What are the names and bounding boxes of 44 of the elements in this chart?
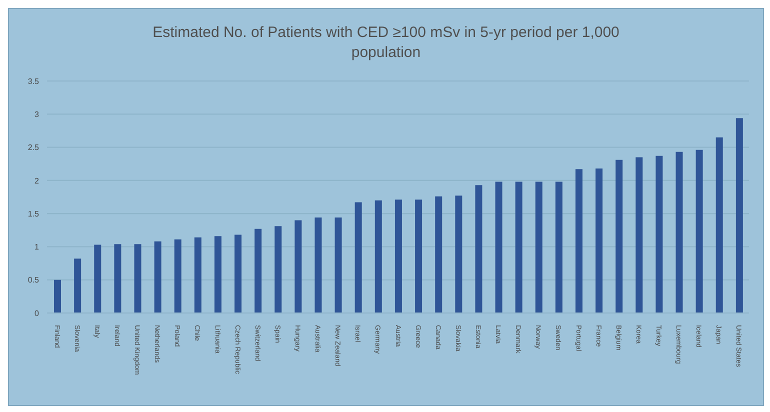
bar (174, 239, 182, 313)
bar (274, 226, 282, 313)
bar (636, 157, 643, 313)
bar (134, 244, 142, 313)
bar (214, 236, 222, 313)
bar (234, 234, 242, 313)
bar (194, 237, 202, 313)
bar (555, 182, 562, 313)
y-tick-label: 2.5 (28, 143, 40, 152)
chart-title: Estimated No. of Patients with CED ≥100 mSv in 5-yr period per 1,000 population (152, 23, 620, 63)
y-tick-label: 1.5 (28, 209, 40, 218)
bar (114, 244, 122, 313)
bar (94, 244, 102, 313)
bar (736, 118, 743, 313)
bar (535, 182, 542, 313)
y-tick-label: 3 (34, 110, 40, 119)
bar (575, 169, 582, 313)
bar (495, 182, 502, 313)
y-tick-label: 0.5 (28, 276, 40, 285)
y-tick-label: 0 (34, 308, 40, 318)
y-tick-label: 3.5 (28, 76, 40, 86)
y-tick-label: 1 (34, 242, 40, 252)
bar (294, 220, 302, 313)
bar (74, 258, 82, 313)
bar (515, 182, 522, 313)
bar (314, 218, 322, 313)
bar (374, 200, 382, 313)
bar (596, 168, 603, 313)
bar (394, 200, 402, 313)
bar (435, 196, 442, 313)
bar (415, 200, 422, 313)
bar (716, 137, 723, 313)
bar (334, 218, 342, 313)
bar (154, 241, 162, 313)
bar (656, 156, 663, 313)
bar (676, 152, 683, 313)
bar (354, 202, 362, 313)
bar (696, 150, 703, 313)
bar (254, 228, 262, 313)
bar (616, 160, 623, 313)
bar (455, 196, 462, 313)
bar (475, 185, 482, 313)
y-tick-label: 2 (34, 176, 40, 186)
bar (54, 280, 61, 313)
